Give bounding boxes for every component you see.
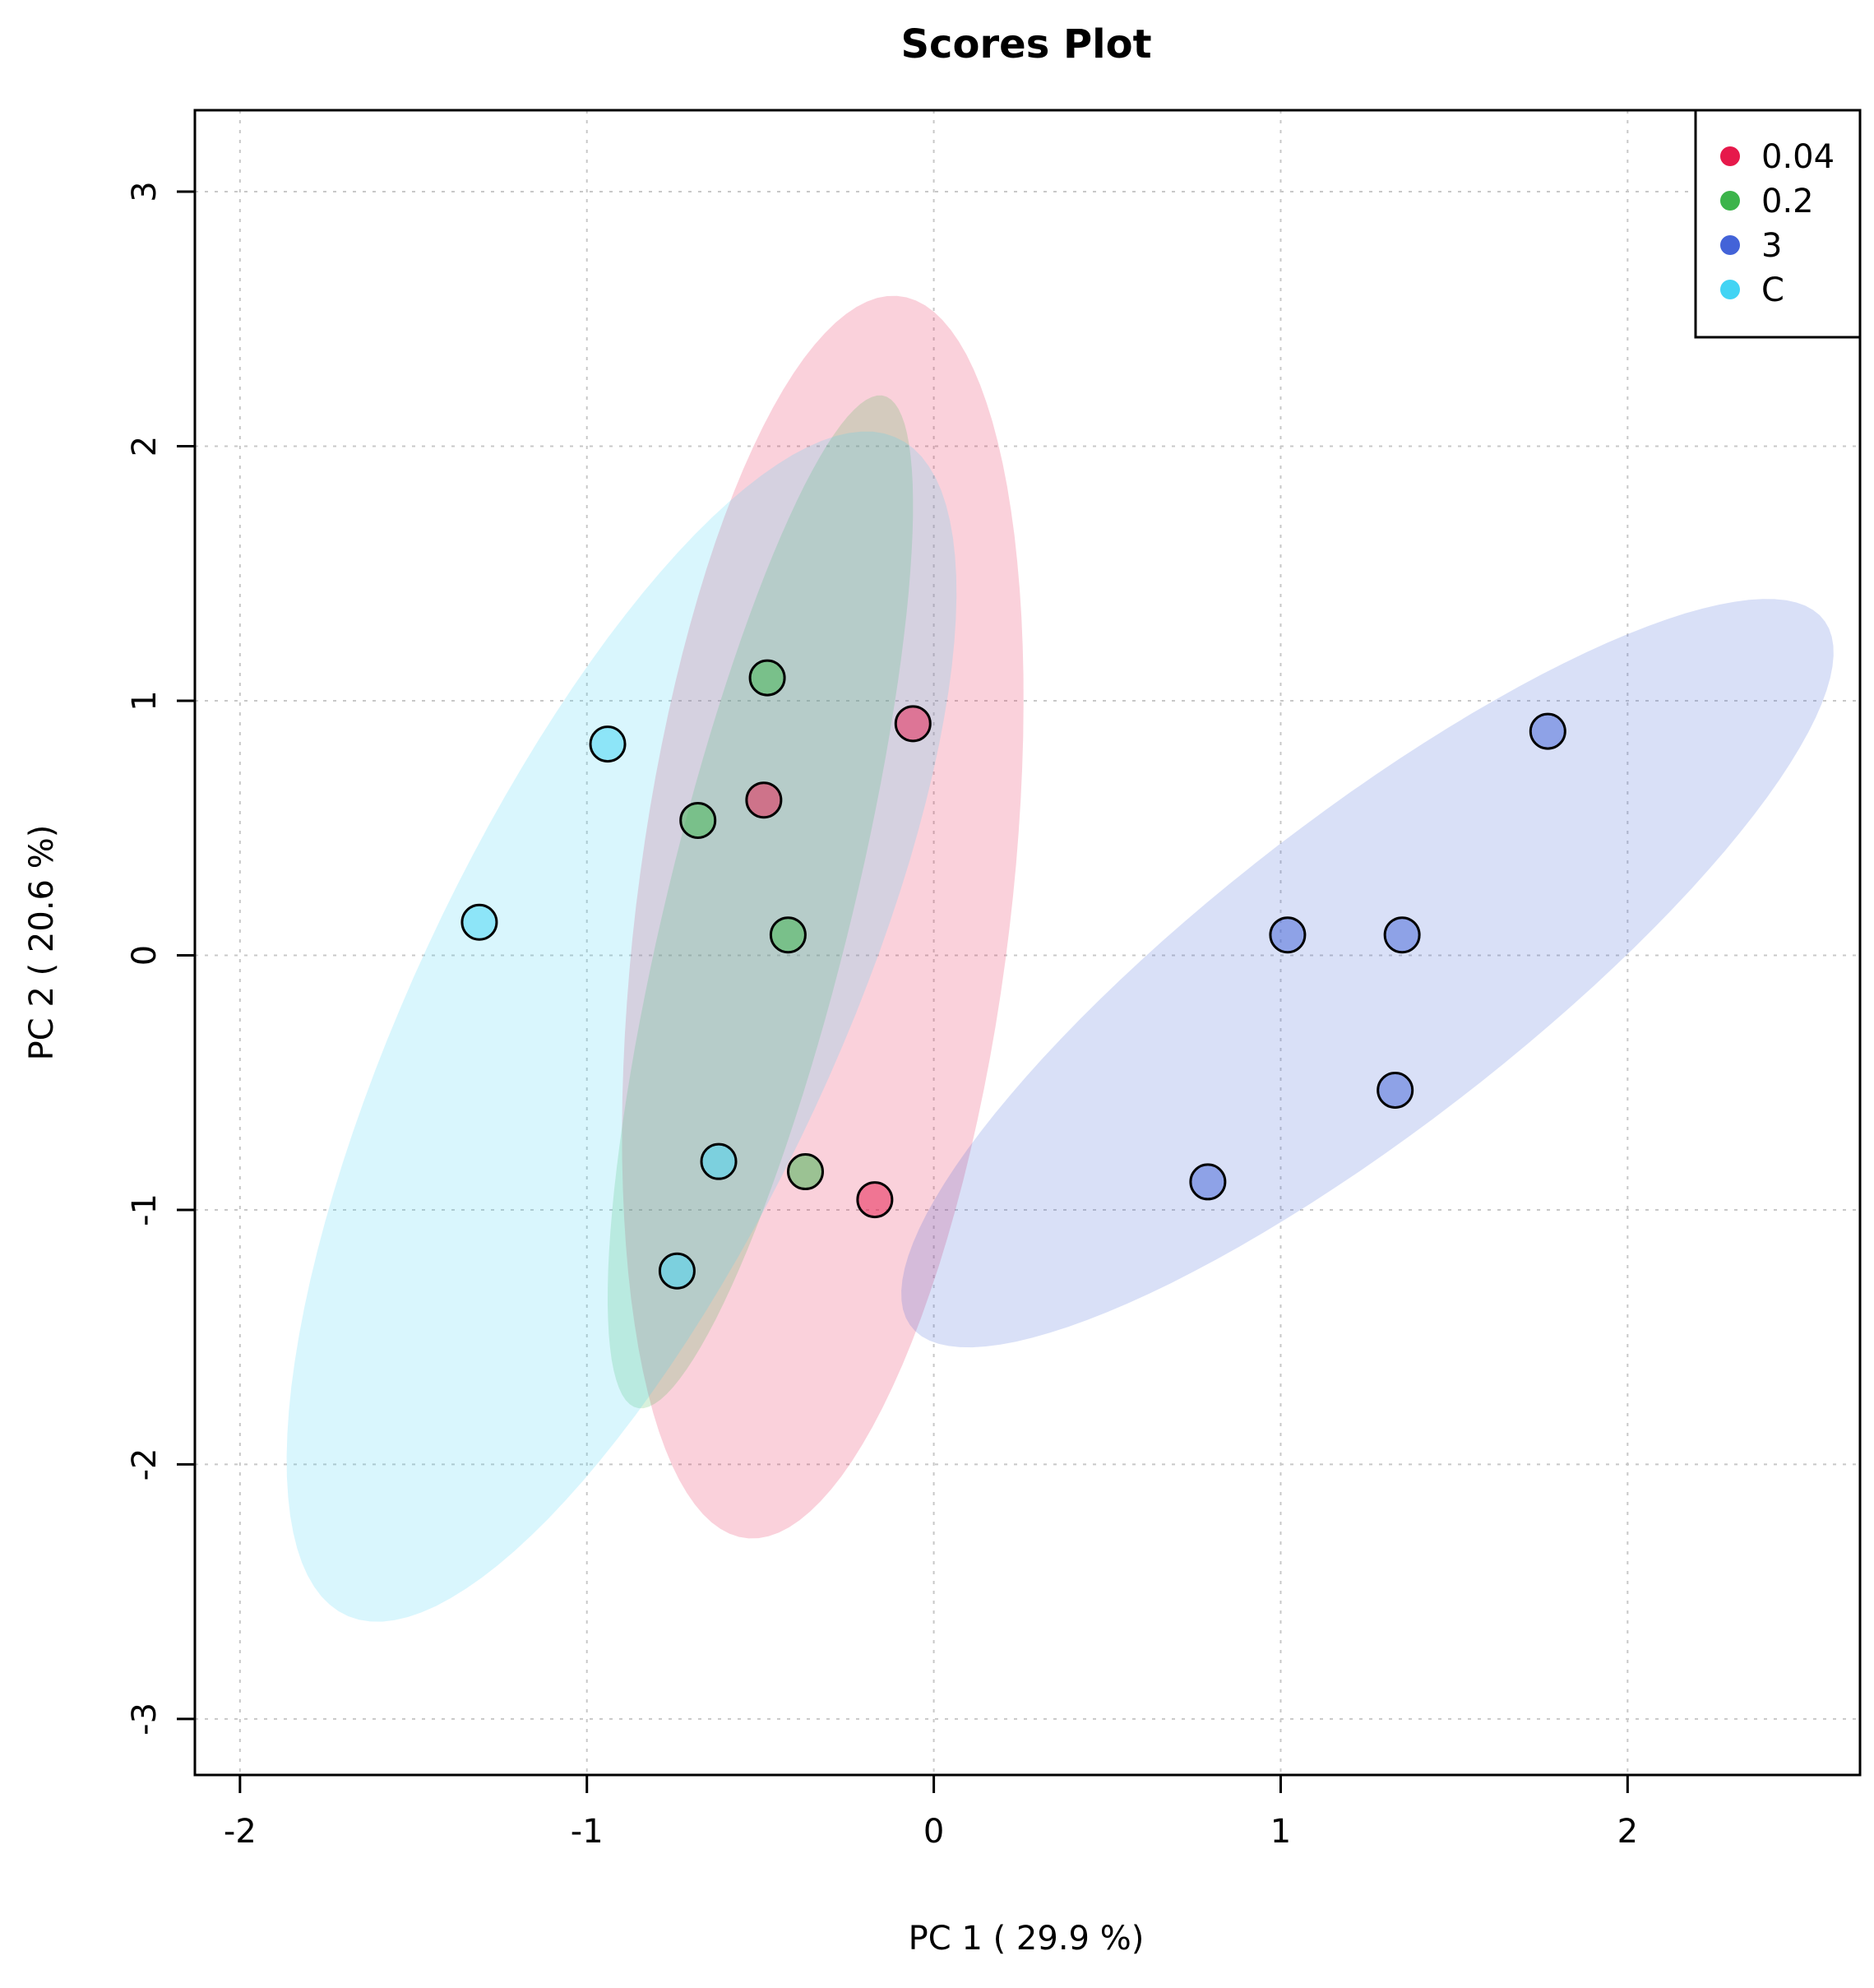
point-3 bbox=[1383, 916, 1421, 954]
legend-label-0.04: 0.04 bbox=[1761, 138, 1835, 176]
point-C bbox=[589, 725, 627, 763]
x-tick-label: 2 bbox=[1617, 1813, 1638, 1851]
legend-label-3: 3 bbox=[1761, 227, 1782, 265]
point-0.2 bbox=[748, 659, 786, 697]
point-0.2 bbox=[787, 1153, 824, 1191]
legend-label-0.2: 0.2 bbox=[1761, 183, 1814, 220]
point-3 bbox=[1529, 712, 1566, 750]
ellipse-0.2 bbox=[608, 395, 914, 1409]
point-C bbox=[700, 1142, 738, 1180]
y-axis: -3 -2 -1 0 1 2 3 bbox=[126, 181, 197, 1735]
legend-label-C: C bbox=[1761, 271, 1784, 309]
point-0.2 bbox=[769, 916, 807, 954]
legend-marker-3 bbox=[1720, 235, 1740, 255]
legend-box bbox=[1694, 109, 1862, 339]
point-0.2 bbox=[679, 801, 717, 839]
y-tick-label: -1 bbox=[126, 1193, 164, 1226]
y-tick-label: 1 bbox=[126, 690, 164, 711]
x-tick-label: 0 bbox=[923, 1813, 944, 1851]
x-tick-label: -2 bbox=[224, 1813, 257, 1851]
ellipse-C bbox=[286, 431, 957, 1622]
legend-marker-0.04 bbox=[1720, 146, 1740, 166]
point-C bbox=[658, 1252, 696, 1290]
legend: 0.04 0.2 3 C bbox=[1694, 109, 1862, 339]
y-tick-label: -2 bbox=[126, 1448, 164, 1481]
y-axis-label: PC 2 ( 20.6 %) bbox=[23, 825, 61, 1061]
x-axis-label: PC 1 ( 29.9 %) bbox=[909, 1920, 1145, 1958]
legend-marker-0.2 bbox=[1720, 191, 1740, 211]
chart-title: Scores Plot bbox=[900, 21, 1151, 67]
ellipse-3 bbox=[901, 599, 1834, 1348]
point-C bbox=[460, 903, 498, 941]
point-3 bbox=[1377, 1071, 1414, 1109]
score-points bbox=[460, 659, 1566, 1290]
x-tick-label: -1 bbox=[571, 1813, 604, 1851]
confidence-ellipses bbox=[286, 295, 1834, 1622]
point-3 bbox=[1269, 916, 1307, 954]
x-axis: -2 -1 0 1 2 bbox=[224, 1773, 1638, 1851]
y-tick-label: 2 bbox=[126, 436, 164, 456]
x-tick-label: 1 bbox=[1270, 1813, 1291, 1851]
y-tick-label: 3 bbox=[126, 181, 164, 202]
ellipse-0.04 bbox=[622, 295, 1024, 1539]
y-tick-label: 0 bbox=[126, 945, 164, 966]
y-tick-label: -3 bbox=[126, 1703, 164, 1735]
point-0.04 bbox=[856, 1181, 894, 1219]
legend-marker-C bbox=[1720, 280, 1740, 299]
point-3 bbox=[1189, 1163, 1227, 1201]
point-0.04 bbox=[894, 705, 932, 743]
point-0.04 bbox=[745, 781, 783, 819]
